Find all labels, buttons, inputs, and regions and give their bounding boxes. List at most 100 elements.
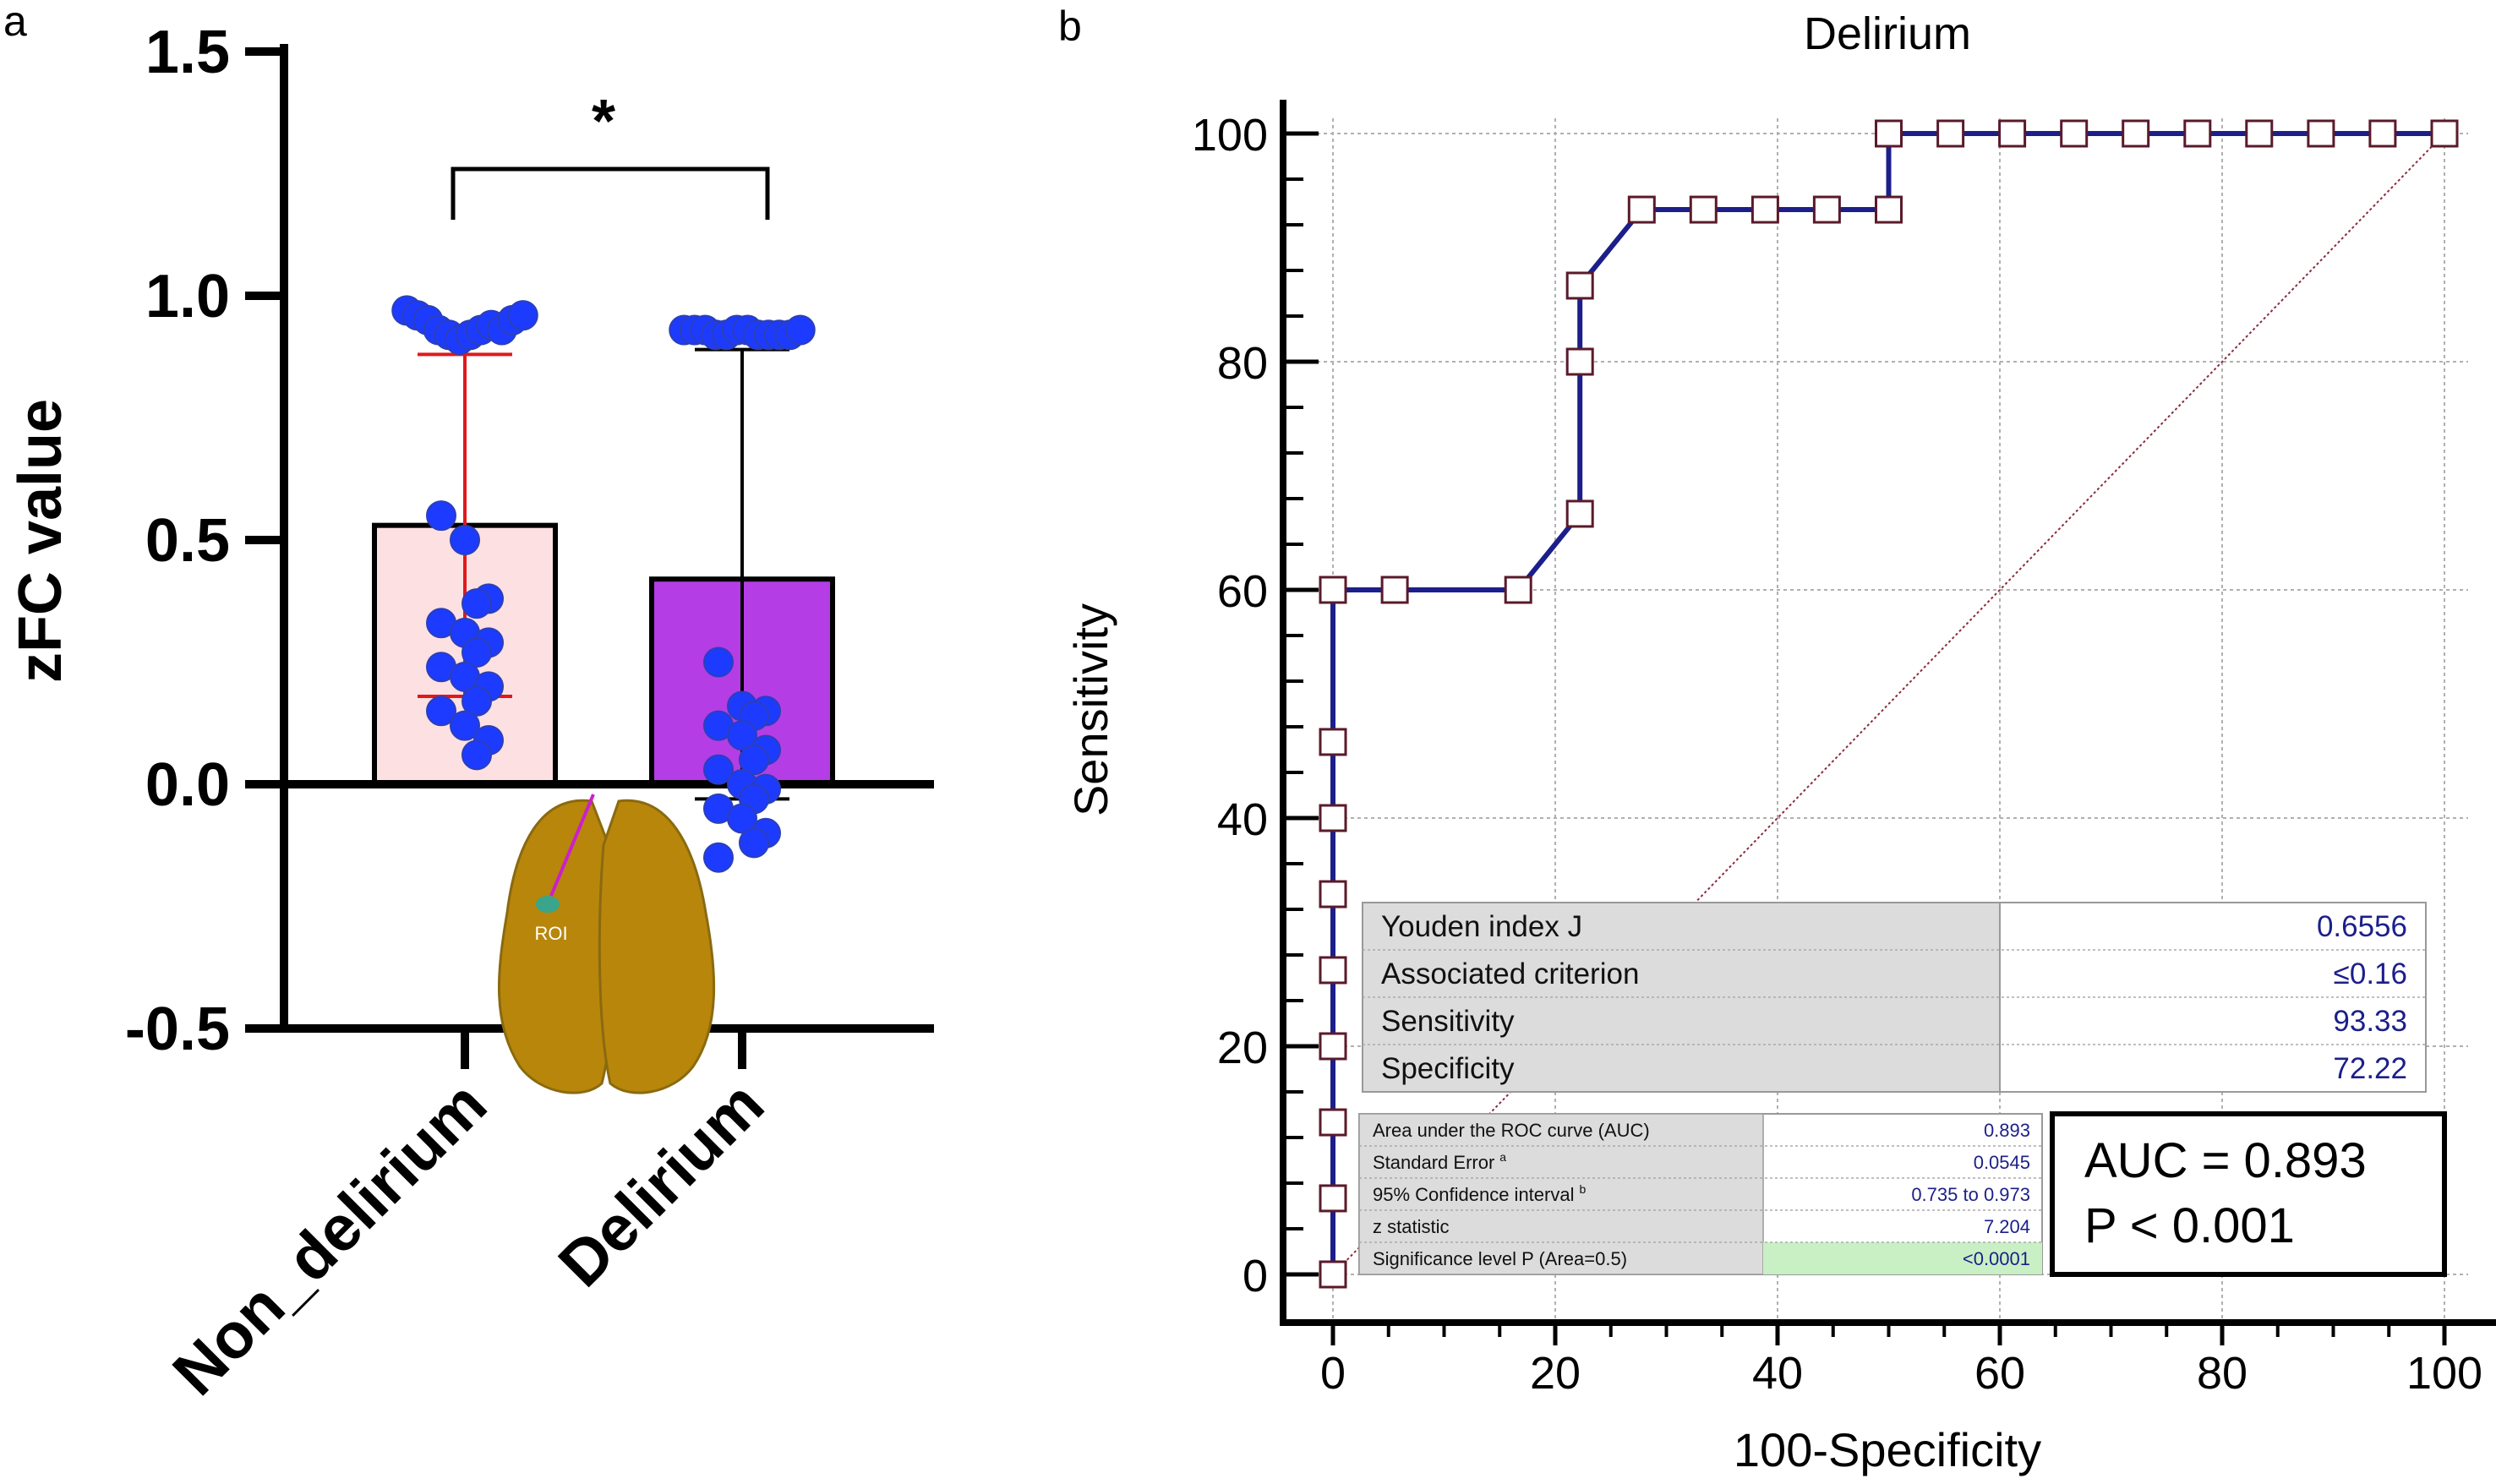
panel-label-a: a — [3, 0, 27, 45]
auc-label: Standard Error a — [1373, 1150, 1506, 1173]
category-label-delirium: Delirium — [545, 1068, 778, 1301]
data-point — [784, 314, 816, 346]
data-point — [462, 588, 492, 619]
roc-point — [1319, 576, 1347, 604]
auc-box-line-2: P < 0.001 — [2084, 1198, 2295, 1253]
roc-point — [2183, 119, 2212, 148]
roc-point — [1689, 195, 1718, 224]
roc-point — [1504, 576, 1532, 604]
x-tick-label: 100 — [2406, 1348, 2482, 1399]
panel-a-bar-chart: -0.5 0.0 0.5 1.0 1.5 zFC value ROI * Non_deliriu… — [7, 19, 934, 1409]
roc-point — [1319, 1184, 1347, 1213]
roc-point — [1319, 728, 1347, 756]
auc-label: Significance level P (Area=0.5) — [1373, 1248, 1627, 1269]
roc-point — [1319, 1260, 1347, 1289]
stats-label: Specificity — [1381, 1052, 1515, 1085]
data-point — [462, 685, 492, 717]
roc-point — [1319, 956, 1347, 985]
panel-b-roc-chart: Delirium 0 20 40 60 80 100 0 20 40 60 80 100 100-Spec… — [1064, 8, 2496, 1476]
reference-diagonal — [1332, 133, 2445, 1275]
stats-value: ≤0.16 — [2334, 958, 2407, 990]
x-tick-label: 20 — [1530, 1348, 1581, 1399]
roc-point — [2307, 119, 2335, 148]
data-point — [739, 827, 769, 859]
roc-point — [1875, 119, 1903, 148]
data-point — [739, 745, 769, 776]
y-tick-label: -0.5 — [125, 996, 230, 1063]
x-tick-label: 60 — [1974, 1348, 2025, 1399]
y-tick-label: 80 — [1217, 338, 1268, 389]
y-tick-label: 1.0 — [145, 263, 230, 330]
data-point — [507, 300, 538, 331]
auc-label: Area under the ROC curve (AUC) — [1373, 1120, 1650, 1141]
auc-label-superscript: a — [1499, 1150, 1506, 1164]
youden-stats-table: Youden index J 0.6556 Associated criterion… — [1362, 902, 2427, 1093]
brain-right-hemisphere — [598, 799, 716, 1094]
category-label-non_delirium: Non_delirium — [160, 1068, 500, 1409]
stats-value: 93.33 — [2333, 1005, 2407, 1038]
stats-table-label-column — [1362, 902, 2001, 1093]
auc-value: 0.735 to 0.973 — [1911, 1184, 2030, 1205]
data-point — [426, 500, 456, 532]
y-tick-label: 0 — [1243, 1251, 1268, 1301]
y-tick-label: 20 — [1217, 1023, 1268, 1073]
data-point — [426, 696, 456, 727]
auc-label-superscript: b — [1579, 1182, 1586, 1196]
data-point — [727, 720, 757, 751]
x-axis-label: 100-Specificity — [1734, 1423, 2041, 1476]
panel-label-b: b — [1058, 3, 1082, 50]
auc-label-text: z statistic — [1373, 1216, 1449, 1237]
roc-point — [1319, 1032, 1347, 1061]
roc-point — [1380, 576, 1409, 604]
roc-point — [1998, 119, 2027, 148]
auc-label-text: Significance level P (Area=0.5) — [1373, 1248, 1627, 1269]
y-tick-label: 1.5 — [145, 19, 230, 86]
data-point — [727, 803, 757, 834]
auc-value: <0.0001 — [1963, 1248, 2030, 1269]
roi-arrow — [549, 794, 595, 897]
roi-marker — [536, 896, 560, 913]
stats-value: 72.22 — [2333, 1052, 2407, 1085]
roc-point — [1565, 347, 1594, 376]
stats-value: 0.6556 — [2317, 910, 2407, 943]
y-tick-label: 40 — [1217, 794, 1268, 845]
x-tick-label: 0 — [1320, 1348, 1346, 1399]
auc-table-label-column — [1358, 1113, 1764, 1275]
auc-value: 7.204 — [1984, 1216, 2030, 1237]
x-tick-label: 80 — [2197, 1348, 2247, 1399]
roc-point — [1875, 195, 1903, 224]
auc-label: 95% Confidence interval b — [1373, 1182, 1586, 1205]
y-tick-label: 0.0 — [145, 751, 230, 819]
y-axis-label: Sensitivity — [1064, 603, 1117, 816]
y-axis-label: zFC value — [7, 399, 74, 683]
brain-inset: ROI — [497, 794, 716, 1094]
data-point — [450, 710, 480, 741]
roc-point — [2060, 119, 2089, 148]
auc-stats-table: Area under the ROC curve (AUC) 0.893 Stand… — [1358, 1113, 2043, 1275]
brain-left-hemisphere — [497, 799, 615, 1094]
roc-point — [1627, 195, 1656, 224]
data-point — [703, 647, 734, 678]
auc-label-text: Area under the ROC curve (AUC) — [1373, 1120, 1650, 1141]
roc-point — [1319, 880, 1347, 908]
data-point — [703, 842, 734, 873]
chart-title: Delirium — [1804, 8, 1971, 59]
data-point — [450, 525, 480, 555]
auc-label-text: Standard Error — [1373, 1152, 1494, 1173]
roc-point — [2122, 119, 2150, 148]
roc-point — [2368, 119, 2397, 148]
roi-label: ROI — [534, 923, 567, 944]
auc-value: 0.893 — [1984, 1120, 2030, 1141]
auc-label-text: 95% Confidence interval — [1373, 1184, 1574, 1205]
x-tick-label: 40 — [1752, 1348, 1803, 1399]
roc-point — [1936, 119, 1965, 148]
data-point — [703, 754, 734, 785]
roc-point — [1812, 195, 1841, 224]
y-tick-label: 100 — [1192, 110, 1268, 161]
roc-point — [2245, 119, 2274, 148]
roc-point — [1565, 271, 1594, 300]
significance-bracket — [451, 166, 770, 220]
significance-star: * — [592, 88, 615, 155]
data-point — [462, 636, 492, 668]
